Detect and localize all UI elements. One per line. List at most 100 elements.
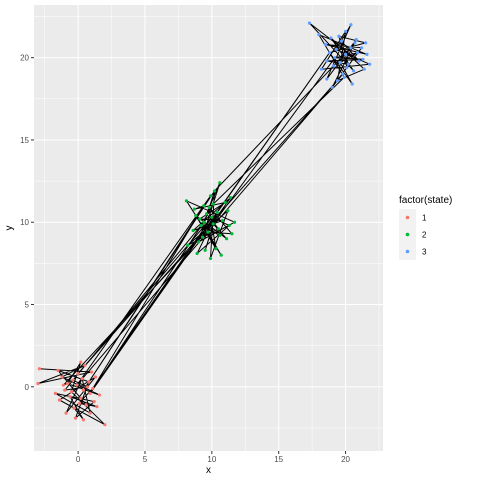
data-point (194, 214, 198, 218)
series-1 (36, 360, 107, 427)
data-points (36, 21, 372, 427)
data-point (360, 46, 364, 50)
data-point (75, 383, 79, 387)
data-point (71, 378, 75, 382)
series-2 (184, 181, 237, 261)
data-point (203, 248, 207, 252)
data-point (186, 243, 190, 247)
legend-entry: 1 (399, 209, 427, 226)
data-point (63, 388, 67, 392)
data-point (88, 391, 92, 395)
data-point (208, 256, 213, 261)
legend-entry: 3 (399, 243, 427, 260)
data-point (219, 253, 223, 257)
x-axis: 0 5 10 15 20 (76, 451, 351, 464)
y-tick-label: 10 (20, 218, 29, 227)
data-point (210, 215, 214, 219)
data-point (220, 218, 225, 223)
data-point (335, 79, 340, 83)
y-tick-label: 15 (20, 136, 29, 145)
legend-label: 1 (422, 214, 427, 223)
data-point (365, 52, 369, 56)
data-point (88, 411, 92, 415)
data-point (36, 381, 40, 386)
data-point (196, 240, 201, 244)
data-point (79, 360, 83, 364)
x-tick-label: 15 (274, 455, 283, 464)
data-point (200, 235, 205, 239)
data-point (192, 207, 197, 211)
x-tick-label: 20 (341, 455, 350, 464)
data-point (339, 39, 344, 43)
data-point (228, 195, 233, 200)
data-point (355, 51, 360, 55)
data-point (103, 423, 107, 427)
data-point (207, 205, 211, 210)
data-point (76, 372, 80, 376)
data-point (92, 400, 96, 404)
data-point (97, 393, 102, 397)
data-point (350, 82, 354, 86)
data-point (333, 56, 337, 60)
y-tick-label: 0 (25, 383, 30, 392)
data-point (331, 64, 336, 68)
data-point (357, 59, 361, 63)
data-point (91, 386, 95, 391)
data-point (223, 200, 227, 205)
data-point (202, 204, 206, 208)
y-axis: 0 5 10 15 20 (20, 54, 34, 392)
data-point (80, 376, 84, 381)
data-point (64, 411, 68, 415)
data-point (230, 232, 234, 236)
data-point (349, 46, 353, 50)
data-point (338, 61, 342, 65)
data-point (199, 223, 203, 228)
data-point (84, 403, 88, 407)
x-tick-label: 10 (207, 455, 216, 464)
legend-key-point (405, 249, 410, 254)
legend-key-point (405, 232, 410, 237)
x-tick-label: 5 (143, 455, 148, 464)
data-point (69, 390, 74, 394)
legend-key-point (405, 215, 410, 220)
data-point (68, 395, 72, 399)
data-point (95, 404, 99, 409)
legend-entry: 2 (399, 226, 427, 243)
data-point (208, 194, 213, 198)
data-point (232, 220, 237, 224)
data-point (351, 69, 356, 73)
data-point (87, 380, 91, 384)
data-point (202, 220, 206, 224)
data-point (206, 230, 210, 234)
data-point (191, 228, 195, 233)
data-point (83, 363, 87, 368)
data-point (81, 418, 86, 422)
legend-title: factor(state) (399, 195, 452, 206)
data-point (81, 388, 86, 392)
data-point (227, 223, 231, 228)
y-tick-label: 20 (20, 54, 29, 63)
data-point (323, 42, 328, 47)
data-point (216, 227, 221, 231)
data-point (226, 209, 230, 213)
data-point (89, 370, 94, 374)
data-point (218, 181, 222, 185)
legend-label: 2 (422, 231, 427, 240)
data-point (57, 398, 62, 402)
data-point (337, 34, 341, 38)
data-point (362, 67, 366, 71)
x-axis-title: x (206, 465, 211, 476)
data-point (341, 72, 345, 76)
data-point (93, 375, 98, 379)
data-point (364, 41, 368, 45)
data-point (330, 85, 334, 89)
data-point (354, 37, 358, 42)
data-point (218, 233, 222, 238)
data-point (85, 385, 90, 389)
data-point (329, 36, 333, 40)
data-point (184, 199, 189, 203)
data-point (204, 212, 209, 216)
data-point (342, 75, 346, 80)
y-tick-label: 5 (25, 301, 30, 310)
